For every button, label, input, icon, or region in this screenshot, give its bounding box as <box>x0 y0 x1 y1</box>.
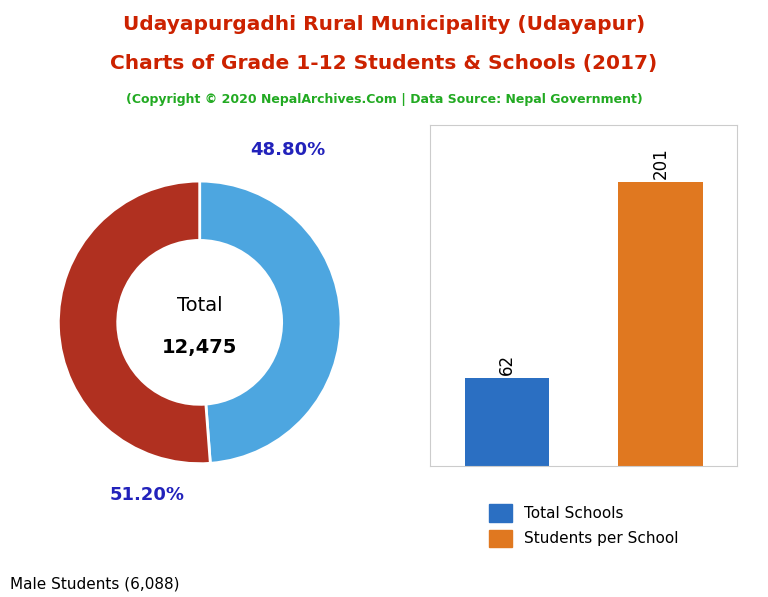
Text: 51.20%: 51.20% <box>109 486 184 504</box>
Legend: Total Schools, Students per School: Total Schools, Students per School <box>483 498 684 553</box>
Text: Udayapurgadhi Rural Municipality (Udayapur): Udayapurgadhi Rural Municipality (Udayap… <box>123 15 645 34</box>
Text: 48.80%: 48.80% <box>250 141 326 159</box>
Text: (Copyright © 2020 NepalArchives.Com | Data Source: Nepal Government): (Copyright © 2020 NepalArchives.Com | Da… <box>126 93 642 106</box>
Wedge shape <box>200 181 341 463</box>
Text: 62: 62 <box>498 354 516 376</box>
Legend: Male Students (6,088), Female Students (6,387): Male Students (6,088), Female Students (… <box>0 567 207 597</box>
Bar <box>465 378 549 466</box>
Text: Total: Total <box>177 296 223 315</box>
Bar <box>618 182 703 466</box>
Text: 201: 201 <box>651 147 670 179</box>
Wedge shape <box>58 181 210 464</box>
Text: 12,475: 12,475 <box>162 338 237 358</box>
Text: Charts of Grade 1-12 Students & Schools (2017): Charts of Grade 1-12 Students & Schools … <box>111 54 657 73</box>
